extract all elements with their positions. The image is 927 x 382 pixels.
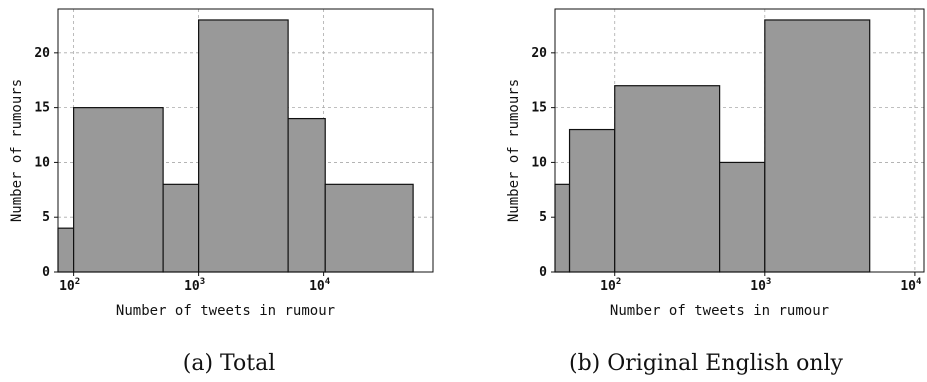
histogram-bar [764, 19, 871, 273]
y-tick-label: 0 [539, 265, 547, 280]
histogram-bar [162, 183, 200, 273]
chart-original-english: 0 5 10 15 20 102 103 104 Number of tweets in rum… [506, 8, 925, 319]
y-axis-label: Number of rumours [9, 79, 25, 222]
y-tick-label: 5 [42, 210, 50, 225]
histogram-bar [719, 161, 766, 273]
histogram-bar [73, 107, 164, 273]
x-tick-label: 104 [900, 277, 922, 294]
plot-frame [57, 8, 434, 273]
x-tick-label: 103 [750, 277, 771, 294]
histogram-bar [198, 19, 289, 273]
x-tick-label: 103 [184, 277, 205, 294]
y-tick-label: 20 [531, 46, 547, 61]
caption-original-english: (b) Original English only [569, 351, 844, 376]
y-tick-label: 10 [34, 155, 50, 170]
chart-total: 0 5 10 15 20 102 103 104 Number of tweets in rum… [9, 8, 434, 319]
caption-total: (a) Total [183, 351, 275, 376]
x-tick-label: 104 [309, 277, 331, 294]
histogram-bar [287, 117, 326, 273]
histogram-bar [57, 227, 75, 273]
x-axis-label: Number of tweets in rumour [610, 303, 829, 319]
y-axis-label: Number of rumours [506, 79, 522, 222]
histogram-bar [568, 128, 616, 273]
x-tick-label: 102 [59, 277, 80, 294]
y-tick-label: 20 [34, 46, 50, 61]
y-tick-label: 10 [531, 155, 547, 170]
y-tick-label: 5 [539, 210, 547, 225]
histogram-bar [614, 85, 721, 273]
y-tick-label: 0 [42, 265, 50, 280]
histogram-bar [324, 183, 414, 273]
plot-frame [554, 8, 925, 273]
x-tick-label: 102 [600, 277, 621, 294]
histogram-bar [554, 183, 571, 273]
y-tick-label: 15 [531, 101, 547, 116]
y-tick-label: 15 [34, 101, 50, 116]
x-axis-label: Number of tweets in rumour [116, 303, 335, 319]
